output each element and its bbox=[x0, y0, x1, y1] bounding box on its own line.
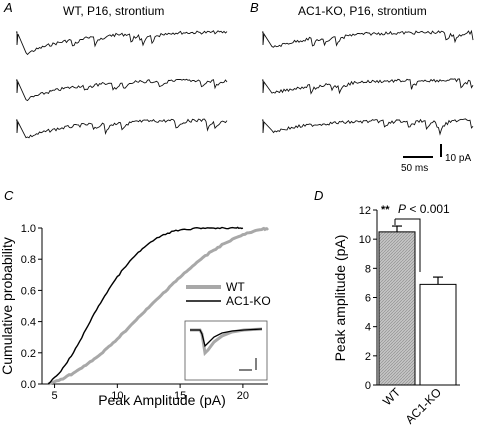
bar-wt bbox=[378, 231, 416, 386]
bar-y-tick-label: 12 bbox=[359, 205, 371, 217]
bar-group: WT AC1-KO bbox=[377, 225, 460, 427]
p-value: < 0.001 bbox=[406, 202, 450, 216]
cum-x-tick-label: 5 bbox=[51, 390, 57, 402]
bar-y-label: Peak amplitude (pA) bbox=[332, 235, 348, 362]
significance-annotation: ** P < 0.001 bbox=[381, 202, 450, 272]
cum-x-label: Peak Amplitude (pA) bbox=[98, 392, 226, 408]
bar-y-tick-label: 2 bbox=[365, 351, 371, 363]
bar-y-tick-label: 8 bbox=[365, 263, 371, 275]
bar-ac1-ko bbox=[419, 283, 457, 386]
bar-y-tick-label: 10 bbox=[359, 234, 371, 246]
panel-c-letter: C bbox=[4, 188, 14, 203]
cum-y-tick-label: 1.0 bbox=[21, 223, 36, 235]
bar-ticks: 0 2 4 6 8 10 12 bbox=[359, 205, 377, 392]
panel-b-letter: B bbox=[250, 0, 259, 15]
cum-x-tick-label: 15 bbox=[174, 390, 186, 402]
panel-b-title: AC1-KO, P16, strontium bbox=[298, 4, 427, 18]
bar-y-tick-label: 6 bbox=[365, 293, 371, 305]
bar-label-ac1-ko: AC1-KO bbox=[403, 385, 444, 426]
cum-y-tick-label: 0.4 bbox=[21, 317, 36, 329]
trace-ac1-ko-2 bbox=[262, 78, 474, 95]
legend-label-ac1-ko: AC1-KO bbox=[226, 294, 271, 308]
cum-y-tick-label: 0.8 bbox=[21, 254, 36, 266]
trace-wt-1 bbox=[16, 30, 228, 56]
cum-y-tick-label: 0.2 bbox=[21, 348, 36, 360]
scale-bar-amp-label: 10 pA bbox=[445, 153, 471, 164]
cum-ticks: 5 10 15 20 0.0 0.2 0.4 0.6 0.8 1.0 bbox=[21, 223, 249, 402]
trace-wt-2 bbox=[16, 78, 228, 102]
cum-x-tick-label: 10 bbox=[111, 390, 123, 402]
panel-d-letter: D bbox=[314, 188, 323, 203]
p-letter: P bbox=[398, 202, 406, 216]
trace-wt-3 bbox=[16, 118, 228, 139]
p-value-text: P < 0.001 bbox=[398, 202, 450, 216]
inset-trace-ac1-ko bbox=[190, 328, 263, 348]
cum-y-tick-label: 0.6 bbox=[21, 285, 36, 297]
peak-amplitude-chart: 0 2 4 6 8 10 12 WT AC1-KO Peak amplitude (pA) *… bbox=[332, 202, 460, 427]
cumulative-chart: 5 10 15 20 0.0 0.2 0.4 0.6 0.8 1.0 Peak Amplitude… bbox=[0, 223, 271, 408]
legend-label-wt: WT bbox=[226, 280, 245, 294]
trace-ac1-ko-1 bbox=[262, 29, 474, 48]
cum-y-label: Cumulative probability bbox=[0, 237, 15, 375]
trace-ac1-ko-3 bbox=[262, 118, 474, 136]
significance-bracket bbox=[395, 218, 421, 272]
scale-bar-time-label: 50 ms bbox=[401, 163, 428, 174]
inset-average-traces bbox=[184, 320, 268, 381]
scale-bar: 50 ms 10 pA bbox=[401, 144, 471, 174]
bar-y-tick-label: 0 bbox=[365, 380, 371, 392]
bar-y-tick-label: 4 bbox=[365, 322, 371, 334]
bar-label-wt: WT bbox=[380, 385, 404, 409]
cum-x-tick-label: 20 bbox=[237, 390, 249, 402]
significance-stars: ** bbox=[381, 204, 390, 216]
panel-a-title: WT, P16, strontium bbox=[63, 4, 164, 18]
series-line-wt bbox=[47, 226, 270, 386]
series-line-ac1-ko bbox=[47, 226, 244, 385]
panel-a-letter: A bbox=[3, 0, 13, 15]
trace-group bbox=[16, 29, 474, 139]
cum-y-tick-label: 0.0 bbox=[21, 379, 36, 391]
